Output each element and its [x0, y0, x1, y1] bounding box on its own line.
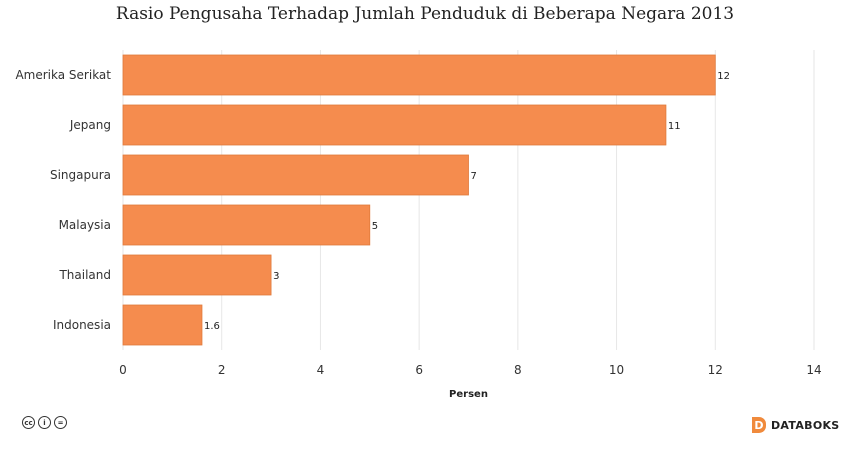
category-label-3: Malaysia [59, 218, 111, 232]
x-tick-label-8: 8 [514, 363, 522, 377]
category-labels: Amerika Serikat Jepang Singapura Malaysia Th… [15, 68, 111, 332]
category-label-4: Thailand [58, 268, 111, 282]
databoks-logo-icon: D [752, 417, 766, 433]
x-tick-label-4: 4 [317, 363, 325, 377]
x-axis-title: Persen [449, 389, 488, 400]
bar-0[interactable] [122, 54, 716, 96]
bar-1[interactable] [122, 104, 667, 146]
x-tick-labels: 0 2 4 6 8 10 12 14 [119, 363, 821, 377]
category-label-5: Indonesia [53, 318, 111, 332]
bar-5[interactable] [122, 304, 203, 346]
no-derivatives-icon: = [54, 416, 67, 429]
x-tick-label-10: 10 [609, 363, 624, 377]
value-label-1: 11 [668, 121, 681, 132]
value-label-2: 7 [471, 171, 477, 182]
grid-lines [122, 50, 815, 350]
x-tick-label-6: 6 [415, 363, 423, 377]
value-label-0: 12 [717, 71, 730, 82]
bar-3[interactable] [122, 204, 371, 246]
value-label-3: 5 [372, 221, 378, 232]
value-label-4: 3 [273, 271, 279, 282]
bar-chart: Amerika Serikat Jepang Singapura Malaysia Th… [15, 50, 822, 400]
license-icons: cc i = [22, 416, 67, 429]
bar-2[interactable] [122, 154, 469, 196]
x-tick-label-12: 12 [708, 363, 723, 377]
category-label-2: Singapura [50, 168, 111, 182]
brand-name: DATABOKS [771, 418, 840, 432]
bar-4[interactable] [122, 254, 272, 296]
x-tick-label-14: 14 [806, 363, 821, 377]
attribution-icon: i [38, 416, 51, 429]
category-label-1: Jepang [69, 118, 111, 132]
value-labels: 12 11 7 5 3 1.6 [204, 71, 730, 332]
category-label-0: Amerika Serikat [15, 68, 111, 82]
chart-title: Rasio Pengusaha Terhadap Jumlah Penduduk… [115, 4, 735, 24]
creative-commons-icon: cc [22, 416, 35, 429]
x-tick-label-2: 2 [218, 363, 226, 377]
bars [122, 54, 716, 346]
x-tick-label-0: 0 [119, 363, 127, 377]
brand: D DATABOKS [752, 417, 840, 433]
value-label-5: 1.6 [204, 321, 220, 332]
